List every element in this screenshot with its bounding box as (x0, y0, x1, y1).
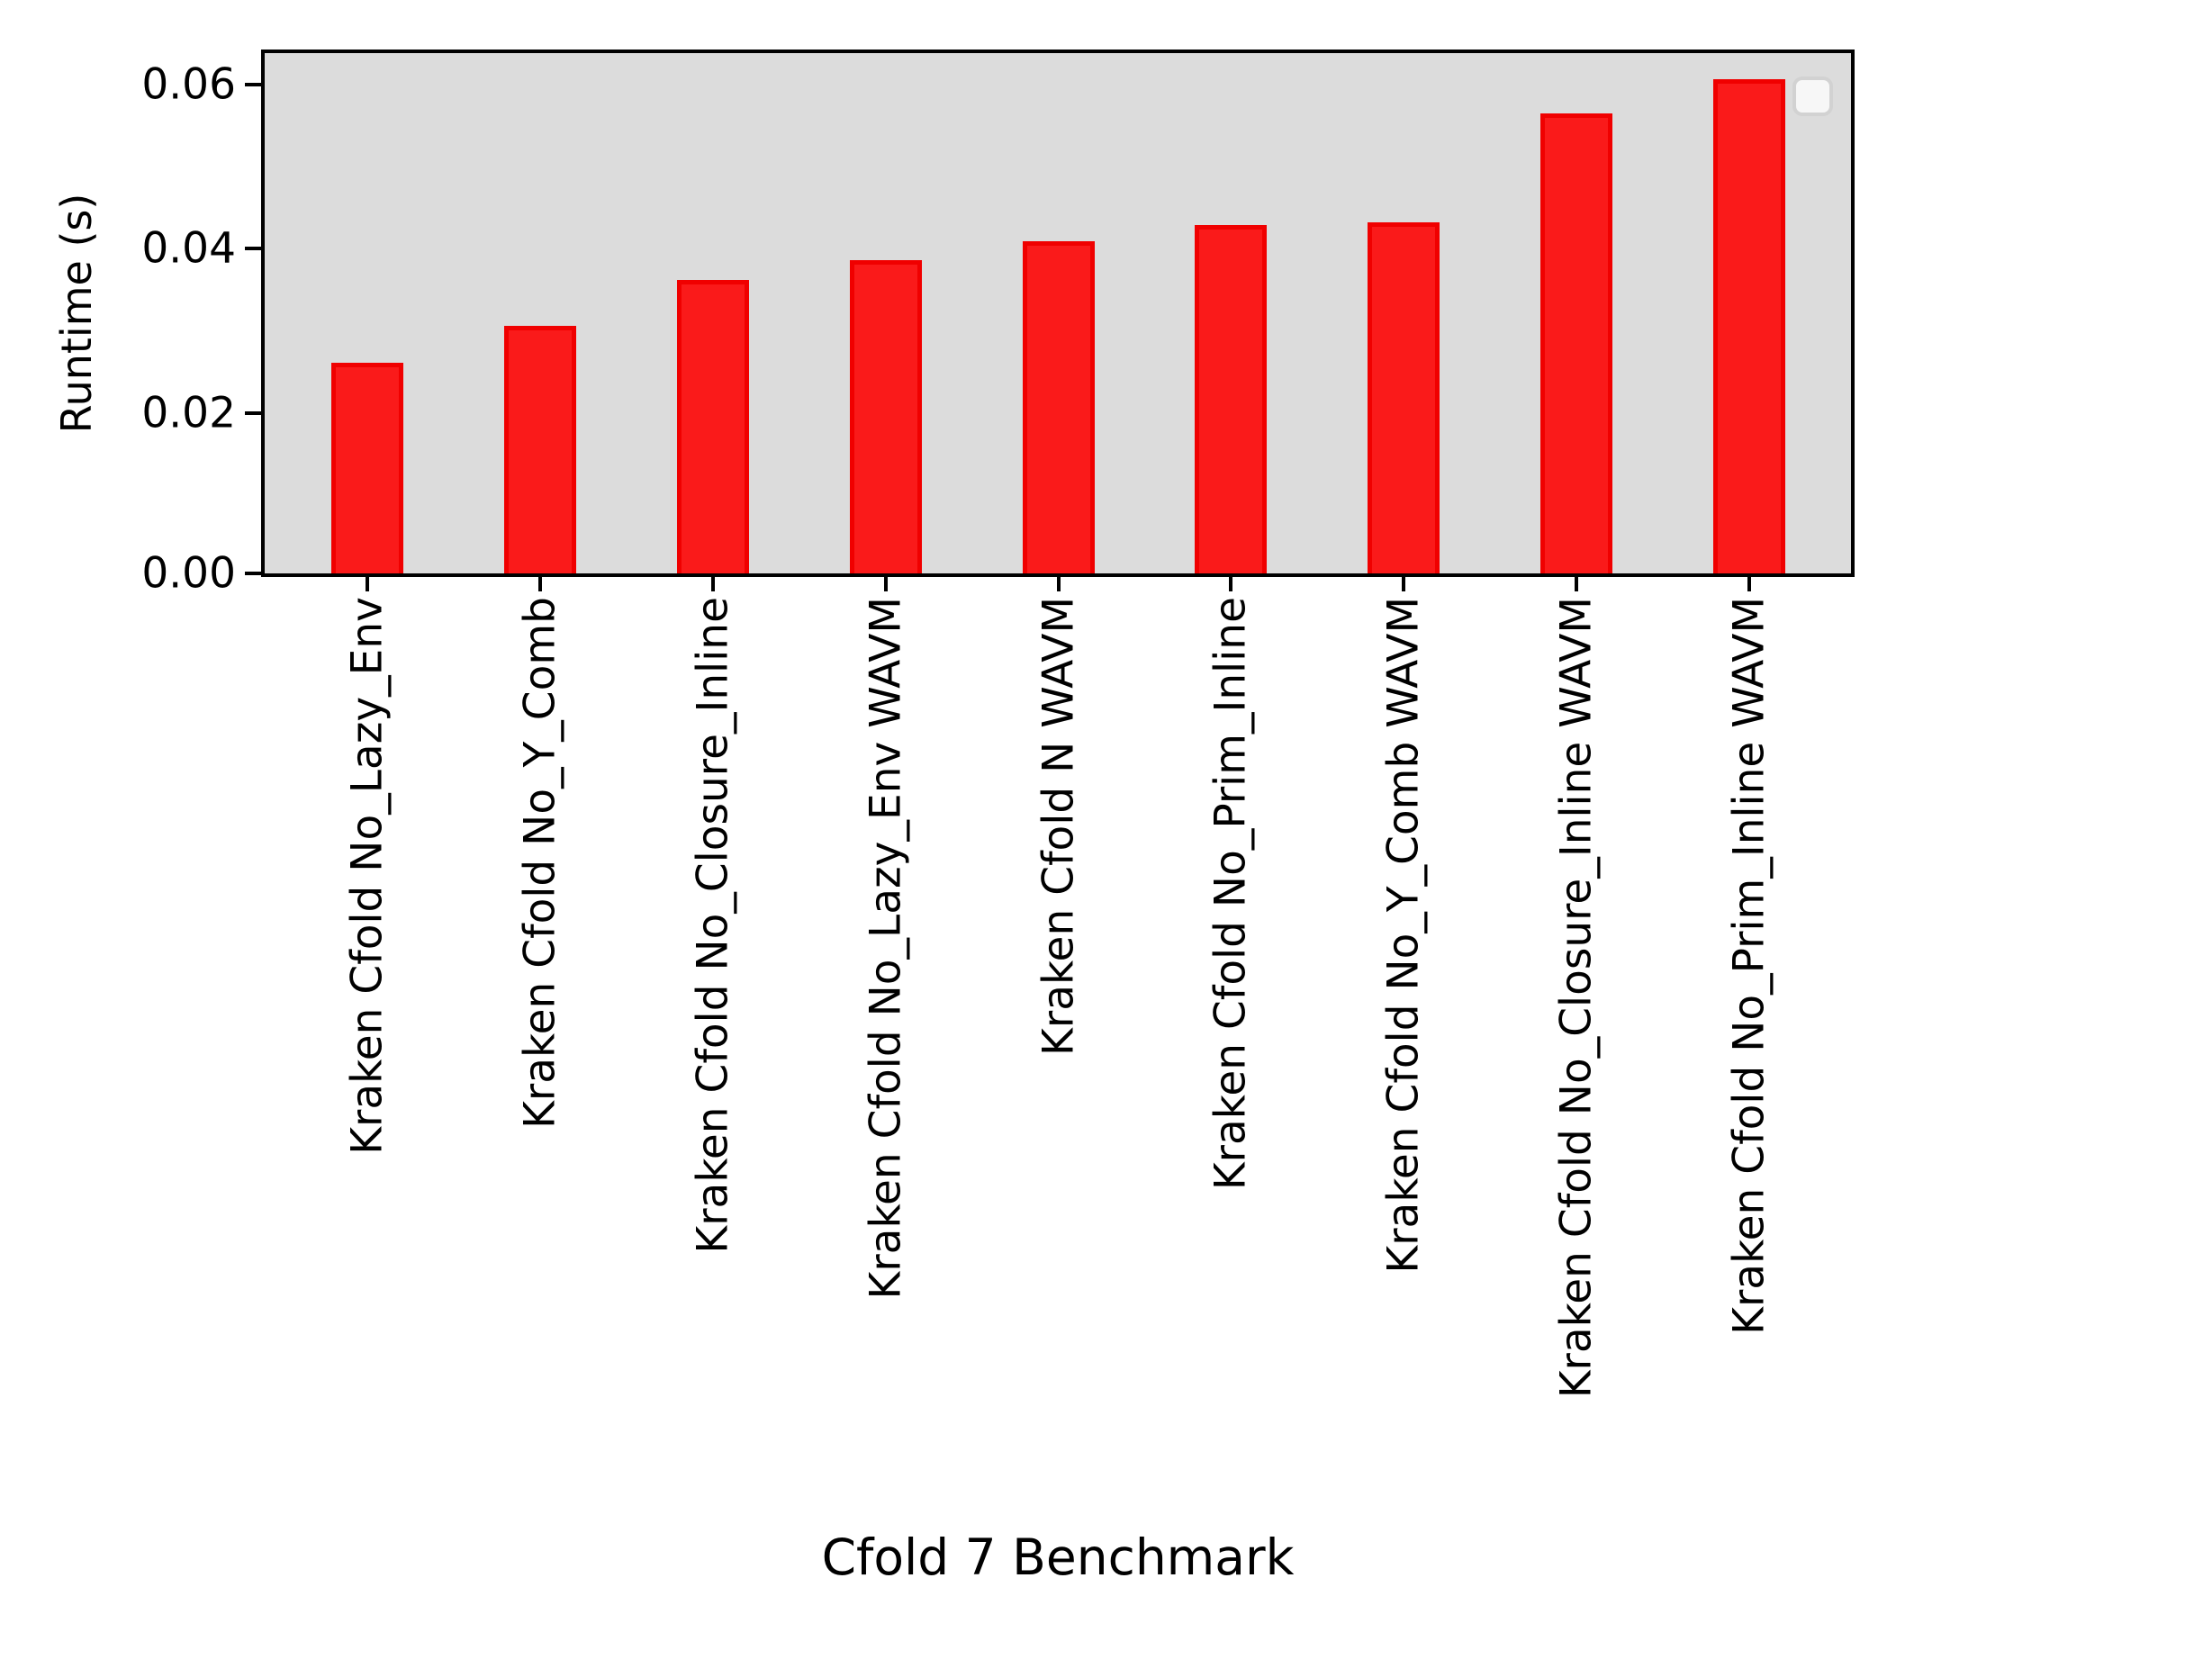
bar (1713, 79, 1785, 573)
bars-group (265, 53, 1851, 573)
y-tick-label: 0.04 (141, 223, 236, 274)
x-tick-label: Kraken Cfold No_Lazy_Env (342, 597, 393, 1155)
y-tick-label: 0.06 (141, 59, 236, 110)
x-tick-label: Kraken Cfold No_Closure_Inline WAVM (1551, 597, 1602, 1399)
x-tick-label: Kraken Cfold No_Closure_Inline (688, 597, 738, 1254)
x-tick-mark (1747, 577, 1751, 591)
bar (331, 363, 403, 573)
bar (1195, 225, 1268, 573)
bar (1022, 241, 1095, 573)
x-tick-label: Kraken Cfold N WAVM (1034, 597, 1083, 1056)
bar (503, 326, 576, 573)
bar (1540, 113, 1613, 573)
x-tick-labels-group: Kraken Cfold No_Lazy_Env Kraken Cfold No_… (261, 597, 1855, 1551)
y-tick-mark (245, 247, 261, 251)
y-tick-label: 0.00 (141, 548, 236, 599)
x-tick-mark (1402, 577, 1406, 591)
x-axis (261, 577, 1855, 604)
x-tick-mark (366, 577, 369, 591)
y-tick-label: 0.02 (141, 388, 236, 438)
bar (849, 260, 922, 573)
x-tick-mark (537, 577, 542, 591)
x-tick-mark (883, 577, 888, 591)
bar (1368, 222, 1440, 573)
x-tick-label: Kraken Cfold No_Y_Comb (515, 597, 565, 1129)
x-tick-label: Kraken Cfold No_Lazy_Env WAVM (861, 597, 911, 1300)
x-axis-label: Cfold 7 Benchmark (821, 1528, 1295, 1586)
y-axis: 0.00 0.02 0.04 0.06 (0, 50, 261, 599)
x-tick-label: Kraken Cfold No_Prim_Inline (1205, 597, 1256, 1191)
y-tick-mark (245, 83, 261, 87)
legend-box (1792, 77, 1833, 116)
x-tick-mark (1229, 577, 1233, 591)
plot-area (261, 50, 1855, 577)
bar (676, 280, 749, 573)
y-tick-mark (245, 572, 261, 575)
x-tick-label: Kraken Cfold No_Y_Comb WAVM (1378, 597, 1429, 1274)
x-tick-label: Kraken Cfold No_Prim_Inline WAVM (1724, 597, 1774, 1335)
x-tick-mark (710, 577, 715, 591)
y-tick-mark (245, 410, 261, 415)
x-tick-mark (1575, 577, 1579, 591)
x-tick-mark (1056, 577, 1061, 591)
